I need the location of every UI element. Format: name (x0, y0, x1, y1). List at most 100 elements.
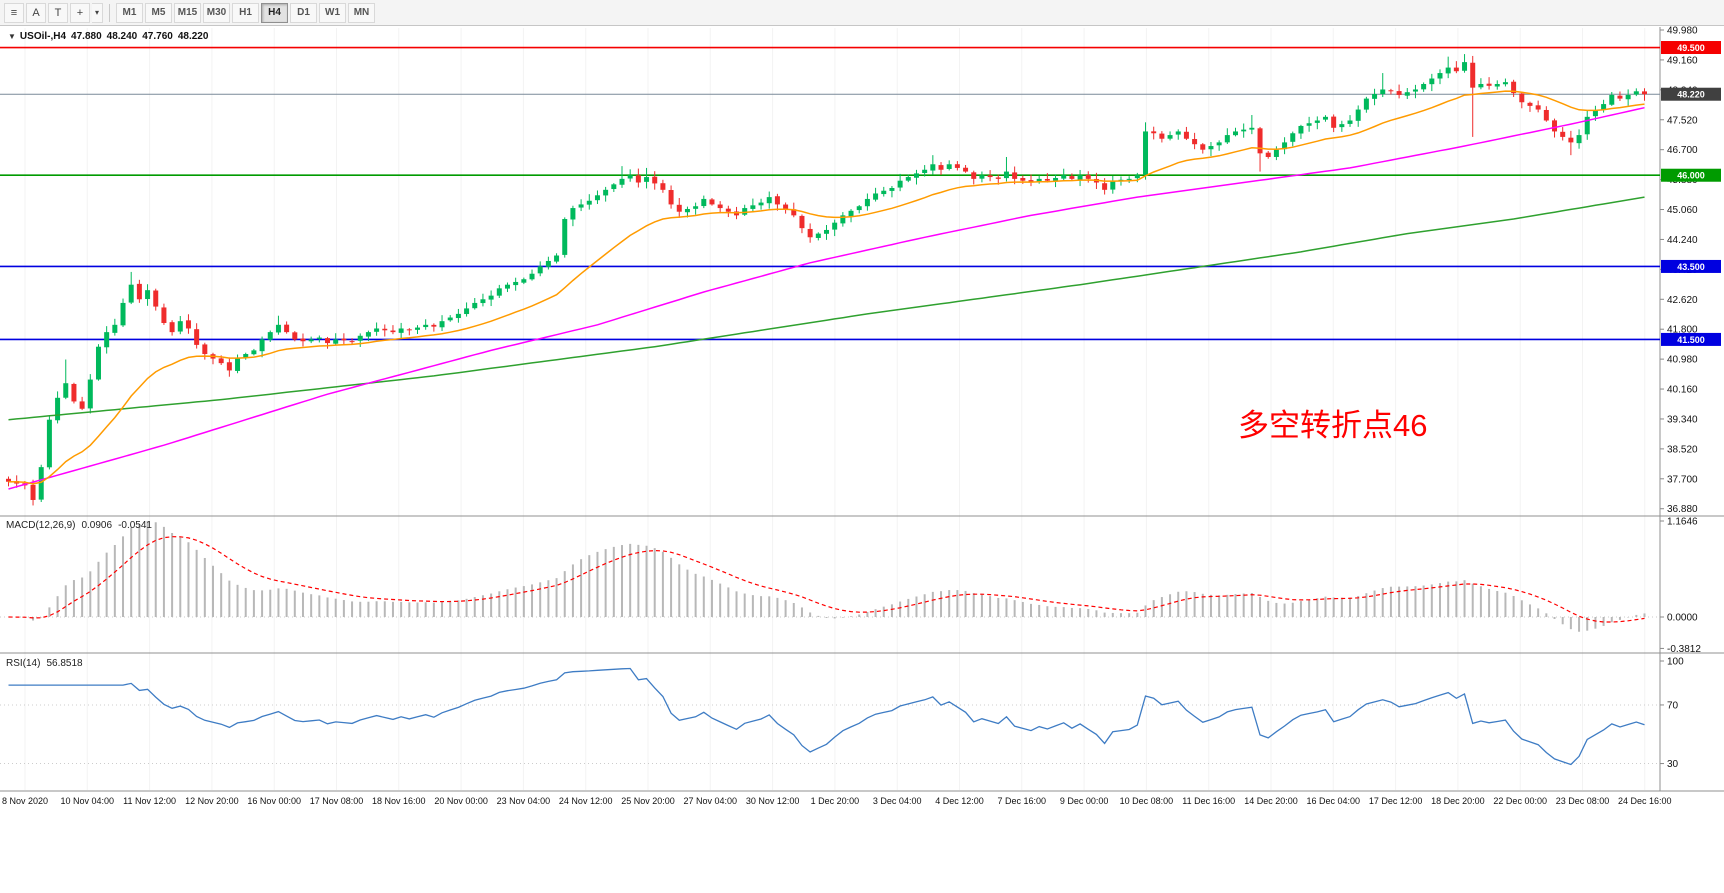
current-price-tag[interactable] (1661, 87, 1721, 101)
rsi-name: RSI(14) (6, 658, 41, 669)
time-axis-label: 24 Nov 12:00 (559, 796, 613, 806)
macd-axis-label: -0.3812 (1667, 644, 1701, 655)
time-axis-label: 30 Nov 12:00 (746, 796, 800, 806)
crosshair-tool-button[interactable]: + (70, 2, 90, 23)
timeframe-buttons: M1 M5 M15 M30 H1 H4 D1 W1 MN (116, 2, 375, 23)
horizontal-lines (0, 46, 1660, 341)
svg-text:49.500: 49.500 (1677, 43, 1705, 53)
timeframe-button-w1[interactable]: W1 (319, 2, 346, 23)
time-axis-label: 18 Nov 16:00 (372, 796, 426, 806)
svg-text:43.500: 43.500 (1677, 262, 1705, 272)
macd-indicator-label: MACD(12,26,9) 0.0906 -0.0541 (6, 520, 152, 531)
ohlc-high: 48.240 (106, 31, 138, 42)
macd-panel (0, 521, 1660, 632)
timeframe-button-h1[interactable]: H1 (232, 2, 259, 23)
price-axis-label: 46.700 (1667, 145, 1698, 156)
ohlc-open: 47.880 (71, 31, 102, 42)
rsi-axis-label: 100 (1667, 657, 1684, 668)
text-annotation-t-button[interactable]: T (48, 2, 68, 23)
timeframe-button-mn[interactable]: MN (348, 2, 375, 23)
toolbar-separator (109, 3, 110, 22)
macd-value: 0.0906 (81, 520, 113, 531)
toolbar-tools: ≡ A T + ▾ (4, 2, 103, 23)
time-axis-label: 7 Dec 16:00 (998, 796, 1047, 806)
time-axis-label: 24 Dec 16:00 (1618, 796, 1672, 806)
time-axis-label: 8 Nov 2020 (2, 796, 48, 806)
grid (0, 27, 1724, 792)
symbol-name: USOil-,H4 (19, 31, 67, 42)
time-axis-label: 9 Dec 00:00 (1060, 796, 1109, 806)
price-axis[interactable]: 49.98049.16048.34047.52046.70045.88045.0… (1660, 26, 1701, 771)
time-axis-label: 27 Nov 04:00 (684, 796, 738, 806)
symbol-dropdown-icon[interactable]: ▼ (8, 32, 16, 41)
timeframe-button-h4[interactable]: H4 (261, 2, 288, 23)
tools-dropdown-caret[interactable]: ▾ (92, 2, 103, 23)
price-tag-41.500[interactable] (1661, 332, 1721, 346)
price-axis-label: 40.160 (1667, 385, 1698, 396)
price-axis-label: 49.980 (1667, 26, 1698, 37)
time-axis-label: 10 Nov 04:00 (61, 796, 115, 806)
rsi-value: 56.8518 (46, 658, 83, 669)
svg-text:41.500: 41.500 (1677, 335, 1705, 345)
price-axis-label: 47.520 (1667, 115, 1698, 126)
time-axis-label: 10 Dec 08:00 (1120, 796, 1174, 806)
time-axis-label: 1 Dec 20:00 (811, 796, 860, 806)
price-axis-label: 42.620 (1667, 295, 1698, 306)
rsi-panel (0, 667, 1660, 766)
price-tag-49.500[interactable] (1661, 41, 1721, 55)
rsi-indicator-label: RSI(14) 56.8518 (6, 658, 83, 669)
price-axis-label: 39.340 (1667, 414, 1698, 425)
time-axis-label: 23 Dec 08:00 (1556, 796, 1610, 806)
time-axis-label: 11 Dec 16:00 (1182, 796, 1235, 806)
text-annotation-a-button[interactable]: A (26, 2, 46, 23)
price-axis-label: 38.520 (1667, 444, 1698, 455)
time-axis-label: 12 Nov 20:00 (185, 796, 239, 806)
price-axis-label: 45.060 (1667, 205, 1698, 216)
moving-averages (8, 90, 1645, 490)
time-axis-label: 18 Dec 20:00 (1431, 796, 1485, 806)
ohlc-low: 47.760 (142, 31, 173, 42)
macd-signal-value: -0.0541 (118, 520, 152, 531)
price-tags: 49.500 46.000 43.500 41.500 48.220 (1661, 41, 1721, 346)
price-axis-label: 37.700 (1667, 474, 1698, 485)
time-axis-label: 14 Dec 20:00 (1244, 796, 1298, 806)
time-axis-label: 23 Nov 04:00 (497, 796, 551, 806)
time-axis-label: 4 Dec 12:00 (935, 796, 984, 806)
time-axis-label: 16 Dec 04:00 (1307, 796, 1361, 806)
price-axis-label: 40.980 (1667, 355, 1698, 366)
chart-title: ▼ USOil-,H4 47.880 48.240 47.760 48.220 (8, 31, 208, 42)
time-axis-label: 22 Dec 00:00 (1493, 796, 1547, 806)
time-axis[interactable]: 8 Nov 2020 10 Nov 04:00 11 Nov 12:00 12 Nov… (2, 796, 1672, 806)
time-axis-label: 17 Nov 08:00 (310, 796, 364, 806)
timeframe-button-m5[interactable]: M5 (145, 2, 172, 23)
timeframe-button-m30[interactable]: M30 (203, 2, 230, 23)
timeframe-button-m1[interactable]: M1 (116, 2, 143, 23)
svg-text:46.000: 46.000 (1677, 171, 1705, 181)
rsi-axis-label: 70 (1667, 700, 1679, 711)
timeframe-button-d1[interactable]: D1 (290, 2, 317, 23)
macd-name: MACD(12,26,9) (6, 520, 76, 531)
price-axis-label: 36.880 (1667, 504, 1698, 515)
slow-ma-line (8, 196, 1645, 421)
time-axis-label: 25 Nov 20:00 (621, 796, 675, 806)
price-tag-46.000[interactable] (1661, 168, 1721, 182)
chart-list-icon[interactable]: ≡ (4, 2, 24, 23)
time-axis-label: 16 Nov 00:00 (247, 796, 301, 806)
time-axis-label: 3 Dec 04:00 (873, 796, 922, 806)
macd-signal-line (8, 536, 1645, 623)
fast-ma-line (8, 90, 1645, 485)
toolbar: ≡ A T + ▾ M1 M5 M15 M30 H1 H4 D1 W1 MN (0, 0, 1724, 26)
timeframe-button-m15[interactable]: M15 (174, 2, 201, 23)
svg-text:48.220: 48.220 (1677, 90, 1705, 100)
time-axis-label: 20 Nov 00:00 (434, 796, 488, 806)
ohlc-close: 48.220 (177, 31, 209, 42)
price-axis-label: 49.160 (1667, 55, 1698, 66)
macd-axis-label: 0.0000 (1667, 613, 1698, 624)
price-axis-label: 41.800 (1667, 325, 1698, 336)
chart-annotation-text[interactable]: 多空转折点46 (1238, 408, 1428, 443)
candlestick-series (6, 54, 1647, 506)
price-tag-43.500[interactable] (1661, 259, 1721, 273)
time-axis-label: 11 Nov 12:00 (123, 796, 176, 806)
